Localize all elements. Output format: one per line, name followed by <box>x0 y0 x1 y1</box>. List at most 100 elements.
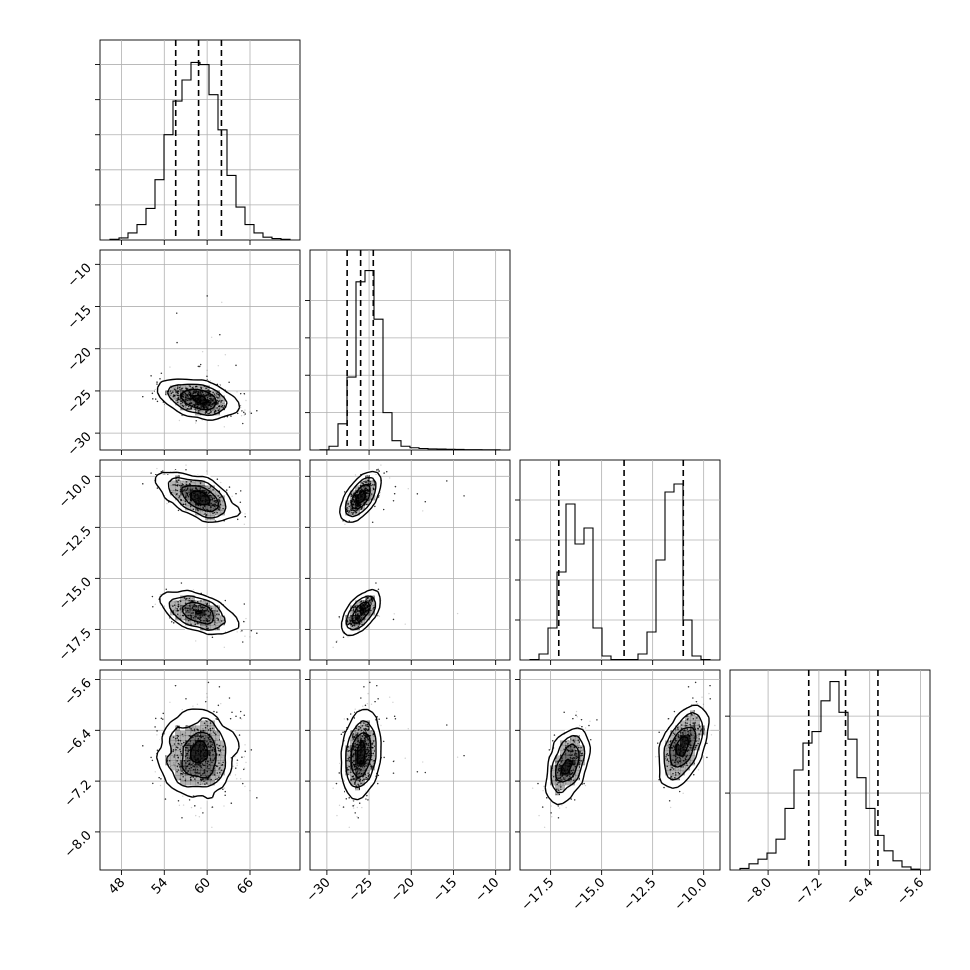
sample-point <box>216 407 218 409</box>
sample-point <box>220 401 222 403</box>
sample-point <box>218 400 220 402</box>
sample-point <box>172 391 174 393</box>
sample-point <box>221 405 224 407</box>
sample-point <box>217 393 220 396</box>
sample-point <box>177 401 179 404</box>
sample-point <box>186 388 189 390</box>
sample-point <box>177 390 179 392</box>
sample-point <box>150 375 152 377</box>
sample-point <box>188 405 190 408</box>
sample-point <box>173 394 175 397</box>
sample-point <box>186 388 189 390</box>
sample-point <box>205 411 208 413</box>
sample-point <box>209 411 212 413</box>
sample-point <box>178 390 180 392</box>
sample-point <box>213 411 216 413</box>
sample-point <box>179 388 181 391</box>
sample-point <box>218 395 221 397</box>
sample-point <box>169 390 172 392</box>
sample-point <box>198 411 200 413</box>
sample-point <box>242 422 244 425</box>
sample-point <box>236 412 239 415</box>
sample-point <box>235 364 237 367</box>
sample-point <box>222 402 224 405</box>
sample-point <box>176 312 178 314</box>
sample-point <box>212 391 214 394</box>
sample-point <box>191 387 194 389</box>
sample-point <box>219 333 221 336</box>
sample-point <box>195 385 197 388</box>
sample-point <box>181 404 184 407</box>
density-cell <box>215 405 221 411</box>
sample-point <box>256 410 258 412</box>
sample-point <box>186 387 188 390</box>
density-cell <box>205 415 211 421</box>
sample-point <box>217 409 219 411</box>
sample-point <box>218 410 220 412</box>
sample-point <box>189 385 191 387</box>
sample-point <box>186 408 189 410</box>
sample-point <box>151 392 154 395</box>
sample-point <box>188 405 190 408</box>
sample-point <box>230 415 232 417</box>
density-cell <box>195 390 201 396</box>
sample-point <box>199 365 201 368</box>
sample-point <box>186 599 188 602</box>
sample-point <box>209 411 212 413</box>
sample-point <box>177 390 179 392</box>
sample-point <box>176 391 178 393</box>
sample-point <box>181 404 184 407</box>
density-cell <box>180 400 186 406</box>
sample-point <box>180 400 182 402</box>
sample-point <box>176 398 179 400</box>
sample-point <box>204 412 207 414</box>
sample-point <box>172 395 175 398</box>
hist-panel-1 <box>305 249 511 455</box>
sample-point <box>190 408 193 410</box>
sample-point <box>202 386 204 389</box>
sample-point <box>220 406 223 408</box>
sample-point <box>228 381 230 383</box>
sample-point <box>179 388 181 391</box>
sample-point <box>212 391 214 394</box>
y-tick-label: −25 <box>65 387 95 417</box>
sample-point <box>176 312 178 314</box>
sample-point <box>243 411 245 414</box>
density-cell <box>215 395 221 401</box>
sample-point <box>177 396 180 399</box>
sample-point <box>190 408 193 410</box>
sample-point <box>217 401 219 403</box>
sample-point <box>196 385 198 388</box>
density-cell <box>175 405 181 411</box>
sample-point <box>177 390 179 392</box>
sample-point <box>243 392 246 395</box>
sample-point <box>177 391 180 393</box>
density-cell <box>175 385 181 391</box>
sample-point <box>206 295 208 297</box>
sample-point <box>243 621 246 623</box>
sample-point <box>176 398 179 400</box>
x-tick-label: −6.4 <box>844 875 877 908</box>
sample-point <box>142 395 144 398</box>
sample-point <box>170 392 173 395</box>
sample-point <box>191 387 194 389</box>
sample-point <box>181 387 183 389</box>
sample-point <box>216 399 219 402</box>
sample-point <box>160 372 163 374</box>
sample-point <box>223 402 225 405</box>
x-tick-label: −7.2 <box>793 875 826 908</box>
sample-point <box>218 395 221 397</box>
sample-point <box>209 411 212 413</box>
sample-point <box>200 387 203 390</box>
sample-point <box>216 393 218 395</box>
sample-point <box>218 400 220 402</box>
sample-point <box>176 312 178 314</box>
sample-point <box>243 393 246 396</box>
sample-point <box>206 369 208 372</box>
sample-point <box>241 410 243 412</box>
sample-point <box>210 411 213 413</box>
sample-point <box>230 415 232 417</box>
sample-point <box>173 397 176 400</box>
sample-point <box>242 422 244 425</box>
sample-point <box>187 599 190 601</box>
